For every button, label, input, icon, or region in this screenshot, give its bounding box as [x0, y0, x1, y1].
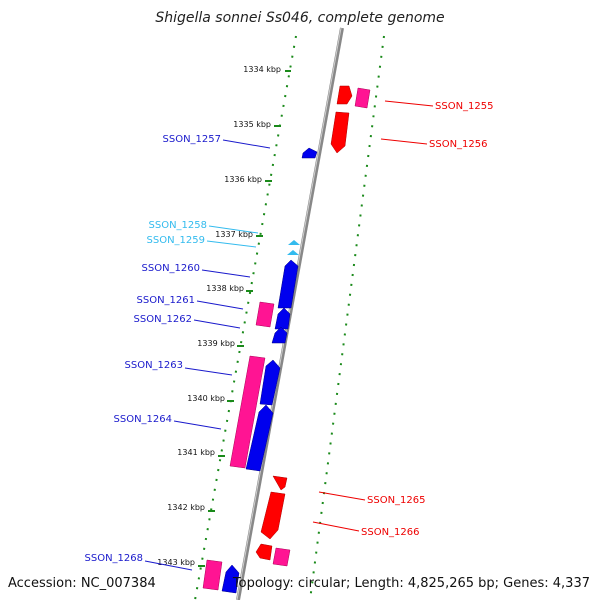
- gene-feature[interactable]: [245, 404, 274, 472]
- accession-text: Accession: NC_007384: [8, 576, 156, 591]
- kbp-ticks: [198, 70, 291, 567]
- gene-label[interactable]: SSON_1259: [147, 235, 206, 246]
- tick-label: 1342 kbp: [167, 503, 205, 512]
- gene-feature[interactable]: [301, 147, 318, 159]
- leader-line: [318, 491, 366, 501]
- map-title: Shigella sonnei Ss046, complete genome: [155, 10, 444, 26]
- gene-label[interactable]: SSON_1258: [149, 220, 208, 231]
- gene-feature[interactable]: [288, 240, 300, 245]
- gene-feature[interactable]: [272, 547, 291, 567]
- leader-line: [201, 269, 251, 278]
- leader-line: [196, 300, 244, 310]
- gene-feature[interactable]: [330, 111, 350, 154]
- gene-feature[interactable]: [354, 87, 371, 109]
- gene-feature[interactable]: [229, 355, 266, 469]
- leader-line: [384, 100, 434, 107]
- gene-label[interactable]: SSON_1265: [367, 495, 426, 506]
- tick-label: 1336 kbp: [224, 175, 262, 184]
- tick-label: 1338 kbp: [206, 284, 244, 293]
- left-gene-labels: SSON_1257 SSON_1258 SSON_1259 SSON_1260 …: [85, 134, 222, 564]
- leader-line: [184, 367, 233, 376]
- gene-feature[interactable]: [255, 301, 275, 328]
- leader-line: [208, 225, 259, 234]
- tick-label: 1334 kbp: [243, 65, 281, 74]
- gene-label[interactable]: SSON_1266: [361, 527, 420, 538]
- gene-feature[interactable]: [277, 259, 299, 309]
- reverse-genes: [202, 147, 318, 594]
- gene-feature[interactable]: [260, 491, 286, 540]
- leader-line: [206, 240, 257, 248]
- gene-feature[interactable]: [271, 326, 288, 344]
- leader-line: [173, 420, 222, 430]
- kbp-labels: 1334 kbp 1335 kbp 1336 kbp 1337 kbp 1338…: [157, 65, 281, 567]
- tick-label: 1343 kbp: [157, 558, 195, 567]
- gene-feature[interactable]: [259, 359, 281, 406]
- gene-label[interactable]: SSON_1260: [142, 263, 201, 274]
- leader-line: [222, 139, 271, 149]
- gene-label[interactable]: SSON_1257: [163, 134, 222, 145]
- gene-feature[interactable]: [336, 85, 353, 105]
- tick-label: 1341 kbp: [177, 448, 215, 457]
- gene-feature[interactable]: [255, 543, 273, 561]
- gene-label[interactable]: SSON_1261: [137, 295, 196, 306]
- gene-label[interactable]: SSON_1255: [435, 101, 494, 112]
- gene-label[interactable]: SSON_1264: [114, 414, 173, 425]
- tick-label: 1335 kbp: [233, 120, 271, 129]
- right-leaders: [312, 100, 434, 532]
- gene-label[interactable]: SSON_1263: [125, 360, 184, 371]
- topology-text: Topology: circular; Length: 4,825,265 bp…: [232, 576, 590, 591]
- leader-line: [144, 560, 193, 571]
- gene-feature[interactable]: [221, 564, 240, 594]
- tick-label: 1339 kbp: [197, 339, 235, 348]
- gene-feature[interactable]: [287, 250, 299, 255]
- tick-label: 1340 kbp: [187, 394, 225, 403]
- tick-label: 1337 kbp: [215, 230, 253, 239]
- gene-label[interactable]: SSON_1256: [429, 139, 488, 150]
- leader-line: [380, 138, 428, 145]
- forward-genes: [255, 85, 371, 567]
- leader-line: [193, 319, 241, 329]
- gene-label[interactable]: SSON_1268: [85, 553, 144, 564]
- gene-feature[interactable]: [202, 559, 223, 591]
- right-gene-labels: SSON_1255 SSON_1256 SSON_1265 SSON_1266: [361, 101, 494, 538]
- left-leaders: [144, 139, 271, 571]
- gene-feature[interactable]: [274, 307, 291, 330]
- gene-feature[interactable]: [272, 475, 288, 491]
- gene-label[interactable]: SSON_1262: [134, 314, 193, 325]
- leader-line: [312, 521, 360, 532]
